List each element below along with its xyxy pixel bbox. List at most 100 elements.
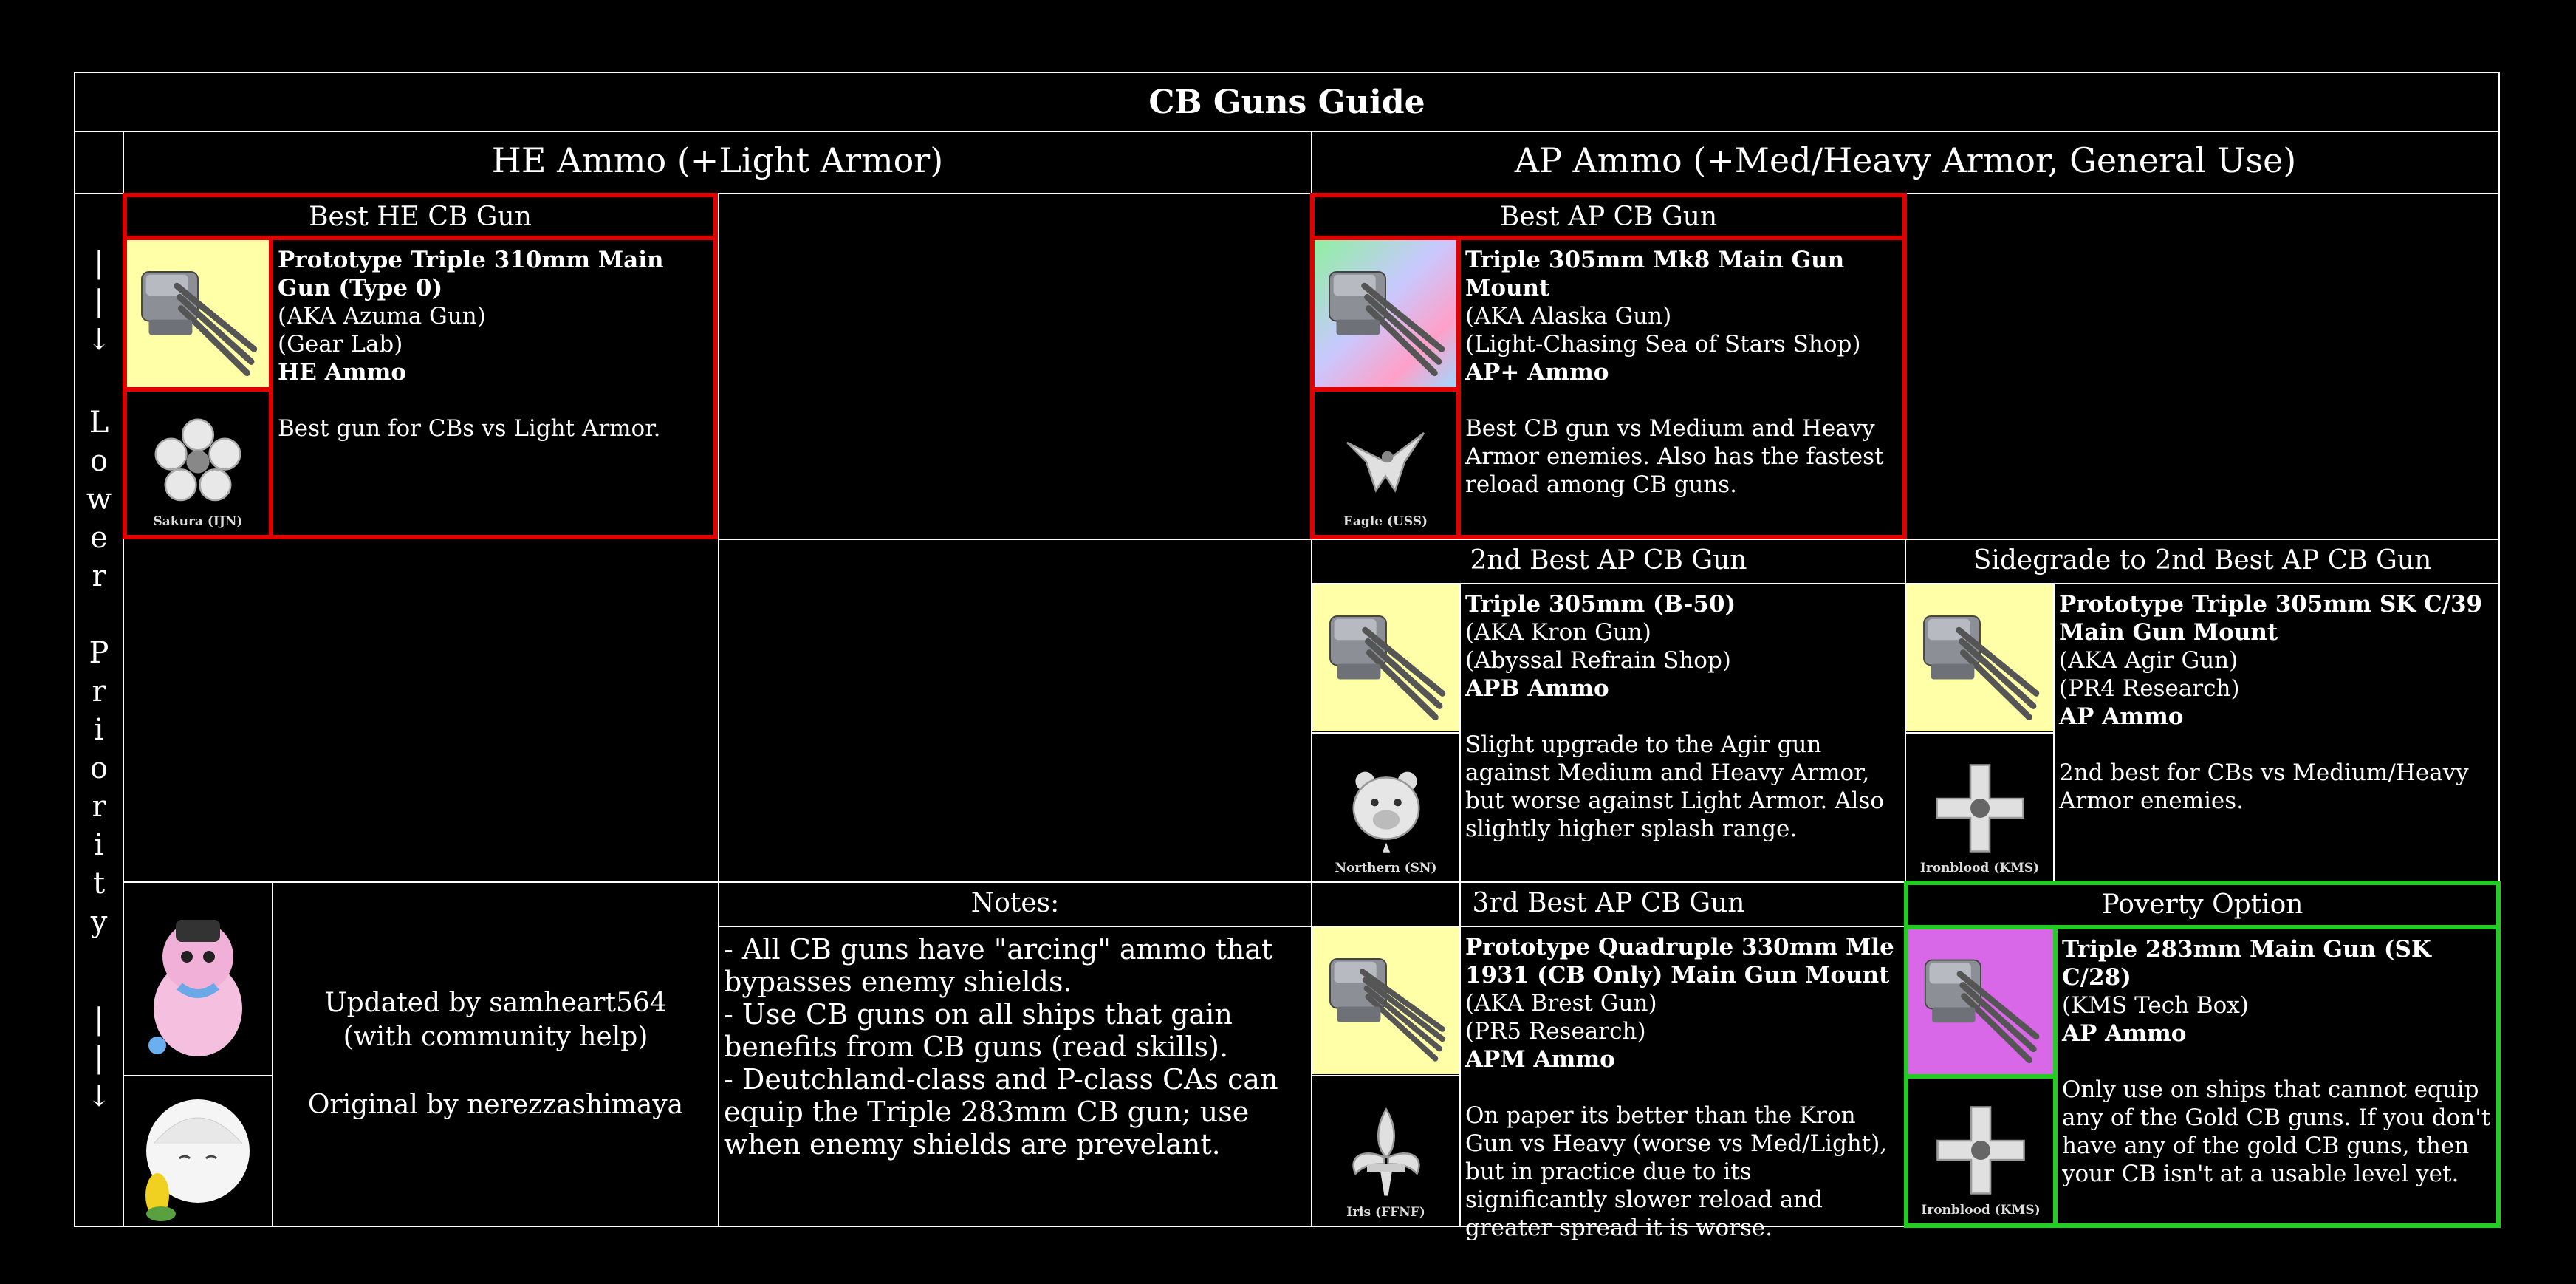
poverty-section <box>1904 881 2501 1228</box>
grid-line <box>272 881 273 1227</box>
gun-note: Slight upgrade to the Agir gun against M… <box>1465 731 1885 842</box>
gun-image <box>1908 929 2053 1074</box>
faction-box: Ironblood (KMS) <box>1908 1079 2053 1223</box>
grid-line <box>126 387 270 392</box>
priority-label: | | ↓ L o w e r P r i o r i t y | | ↓ <box>75 244 123 1204</box>
iron-cross-emblem-icon <box>1935 764 2024 853</box>
letter: i <box>94 713 104 747</box>
grid-line <box>2053 927 2058 1225</box>
grid-line <box>74 1226 2500 1227</box>
gun-source: (Light-Chasing Sea of Stars Shop) <box>1465 331 1861 358</box>
faction-label: Sakura (IJN) <box>153 514 243 529</box>
note-item: - Use CB guns on all ships that gain ben… <box>724 998 1233 1063</box>
arrow-line: | <box>94 1041 104 1075</box>
letter: w <box>86 482 112 516</box>
faction-label: Northern (SN) <box>1335 861 1437 875</box>
gun-description: Prototype Quadruple 330mm Mle 1931 (CB O… <box>1461 927 1904 1241</box>
arrow-head: ↓ <box>86 323 112 357</box>
letter: i <box>94 828 104 862</box>
grid-line <box>2498 72 2500 1227</box>
best-ap-section <box>1310 193 1907 539</box>
notes-body: - All CB guns have "arcing" ammo that by… <box>719 927 1311 1226</box>
grid-line <box>2053 583 2055 881</box>
gun-aka: (AKA Alaska Gun) <box>1465 303 1672 329</box>
gun-note: 2nd best for CBs vs Medium/Heavy Armor e… <box>2059 759 2469 814</box>
gun-description: Triple 283mm Main Gun (SK C/28) (KMS Tec… <box>2058 929 2496 1223</box>
grid-line <box>718 926 1312 927</box>
priority-word: P r i o r i t y <box>75 634 123 941</box>
grid-line <box>74 193 2500 194</box>
third-ap-header: 3rd Best AP CB Gun <box>1472 888 1745 918</box>
turret-icon <box>1910 588 2050 728</box>
letter: t <box>92 867 106 901</box>
letter: r <box>92 559 106 593</box>
grid-line <box>1905 193 1906 1227</box>
grid-line <box>1906 732 2053 734</box>
sidegrade-header: Sidegrade to 2nd Best AP CB Gun <box>1973 545 2432 576</box>
ap-column-header: AP Ammo (+Med/Heavy Armor, General Use) <box>1514 140 2297 180</box>
gun-image <box>1315 240 1456 387</box>
second-ap-header: 2nd Best AP CB Gun <box>1470 545 1747 576</box>
grid-line <box>1312 926 1905 927</box>
anime-girl-avatar-icon <box>145 1099 250 1221</box>
gun-note: Only use on ships that cannot equip any … <box>2062 1076 2491 1187</box>
gun-name: Prototype Triple 305mm SK C/39 Main Gun … <box>2059 591 2483 646</box>
gun-description: Triple 305mm Mk8 Main Gun Mount (AKA Ala… <box>1461 240 1901 536</box>
gun-aka: (AKA Agir Gun) <box>2059 647 2238 674</box>
gun-description: Triple 305mm (B-50) (AKA Kron Gun) (Abys… <box>1461 584 1904 880</box>
grid-line <box>1313 387 1458 392</box>
gun-description: Prototype Triple 305mm SK C/39 Main Gun … <box>2055 584 2498 880</box>
grid-line <box>74 72 75 1227</box>
eagle-emblem-icon <box>1346 431 1425 493</box>
gun-image <box>1312 927 1459 1074</box>
grid-line <box>124 1075 272 1076</box>
grid-line <box>1312 1075 1459 1076</box>
iron-cross-emblem-icon <box>1936 1106 2025 1195</box>
gun-aka: (AKA Azuma Gun) <box>278 303 486 329</box>
gun-aka: (AKA Brest Gun) <box>1465 990 1657 1017</box>
best-he-section <box>123 193 718 539</box>
grid-line <box>1312 732 1459 734</box>
arrow-top: | | ↓ <box>75 244 123 359</box>
gun-source: (Abyssal Refrain Shop) <box>1465 647 1731 674</box>
turret-icon <box>128 244 268 384</box>
arrow-line: | <box>94 284 104 318</box>
gun-source: (PR5 Research) <box>1465 1018 1646 1045</box>
gun-note: Best CB gun vs Medium and Heavy Armor en… <box>1465 415 1884 498</box>
note-item: - All CB guns have "arcing" ammo that by… <box>724 933 1273 998</box>
faction-box: Sakura (IJN) <box>127 392 269 535</box>
grid-line <box>718 193 719 1227</box>
letter: o <box>89 444 109 478</box>
best-he-header: Best HE CB Gun <box>309 202 532 232</box>
grid-line <box>1907 1074 2055 1079</box>
grid-line <box>718 539 2500 540</box>
gun-source: (PR4 Research) <box>2059 675 2240 702</box>
faction-label: Ironblood (KMS) <box>1919 861 2040 875</box>
turret-icon <box>1316 588 1456 728</box>
gun-name: Triple 283mm Main Gun (SK C/28) <box>2062 936 2431 991</box>
he-column-header: HE Ammo (+Light Armor) <box>491 140 944 180</box>
mascot-avatar-icon <box>148 920 242 1056</box>
grid-line <box>269 238 273 536</box>
faction-box: Northern (SN) <box>1312 734 1459 881</box>
faction-label: Ironblood (KMS) <box>1921 1203 2041 1218</box>
grid-line <box>1459 583 1461 1227</box>
grid-line <box>1905 925 2499 929</box>
avatar <box>124 1076 272 1226</box>
gun-ammo: AP Ammo <box>2059 703 2184 730</box>
grid-line <box>1456 238 1461 536</box>
grid-line <box>1312 236 1905 240</box>
grid-line <box>1312 583 1905 584</box>
gun-ammo: AP Ammo <box>2062 1020 2187 1047</box>
grid-line <box>123 131 124 1227</box>
gun-note: On paper its better than the Kron Gun vs… <box>1465 1102 1888 1241</box>
poverty-header: Poverty Option <box>2101 889 2303 920</box>
grid-line <box>124 236 716 240</box>
letter: y <box>90 905 108 939</box>
gun-name: Triple 305mm Mk8 Main Gun Mount <box>1465 247 1845 301</box>
grid-line <box>74 131 2500 132</box>
notes-header: Notes: <box>970 888 1060 918</box>
gun-name: Triple 305mm (B-50) <box>1465 591 1736 618</box>
gun-name: Prototype Triple 310mm Main Gun (Type 0) <box>278 247 664 301</box>
turret-icon <box>1316 931 1456 1071</box>
